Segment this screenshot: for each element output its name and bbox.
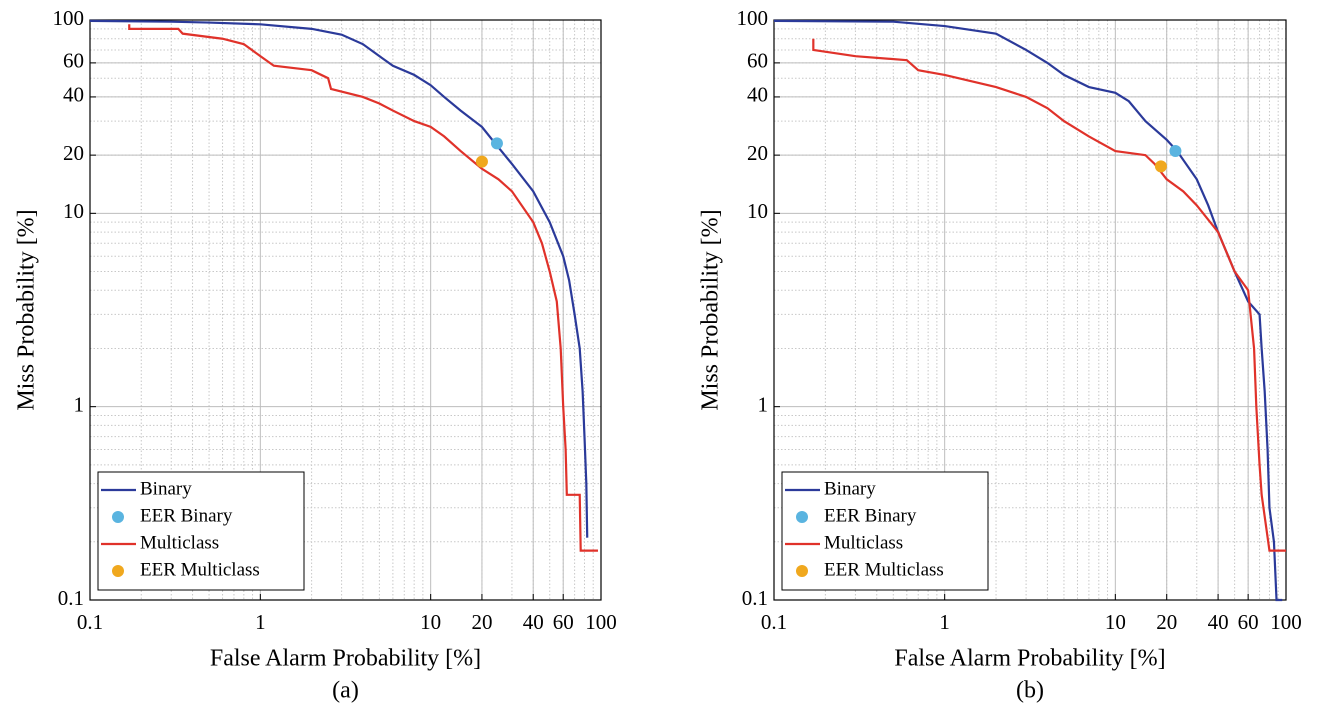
- x-tick-label: 10: [420, 610, 441, 634]
- x-tick-label: 0.1: [761, 610, 787, 634]
- x-tick-label: 60: [1238, 610, 1259, 634]
- legend-label: Binary: [824, 478, 876, 499]
- x-tick-label: 100: [585, 610, 617, 634]
- plot-frame: [89, 19, 602, 601]
- y-tick-label: 0.1: [742, 586, 768, 610]
- caption: (a): [332, 678, 359, 704]
- legend-label: EER Multiclass: [824, 559, 944, 580]
- x-tick-label: 1: [939, 610, 950, 634]
- series-line: [812, 38, 1286, 552]
- plot-frame: [773, 19, 1287, 601]
- x-tick-label: 10: [1105, 610, 1126, 634]
- legend-label: EER Multiclass: [140, 559, 260, 580]
- x-tick-label: 40: [523, 610, 544, 634]
- x-tick-label: 40: [1208, 610, 1229, 634]
- y-axis-label: Miss Probability [%]: [698, 209, 724, 410]
- eer-point: [475, 155, 488, 168]
- eer-point: [490, 137, 503, 150]
- y-tick-label: 10: [63, 199, 84, 223]
- legend-label: Binary: [140, 478, 192, 499]
- legend-swatch: [112, 511, 124, 523]
- y-tick-label: 40: [63, 83, 84, 107]
- legend-label: Multiclass: [824, 532, 903, 553]
- y-axis-label: Miss Probability [%]: [14, 209, 40, 410]
- x-axis-label: False Alarm Probability [%]: [210, 646, 481, 672]
- eer-point: [1169, 145, 1182, 158]
- legend-swatch: [112, 565, 124, 577]
- eer-point: [1154, 160, 1167, 173]
- x-axis-label: False Alarm Probability [%]: [894, 646, 1165, 672]
- plot: 0.1 1 10 20 40 60 100 0.1 1 10 20 40 60 100 Binary EER …: [698, 6, 1302, 704]
- y-tick-label: 60: [747, 49, 768, 73]
- legend-box: [97, 471, 305, 591]
- legend-box: [781, 471, 989, 591]
- y-tick-label: 20: [747, 141, 768, 165]
- legend-label: EER Binary: [140, 505, 233, 526]
- caption: (b): [1016, 678, 1044, 704]
- x-tick-label: 1: [255, 610, 266, 634]
- y-tick-label: 1: [74, 392, 85, 416]
- legend-label: EER Binary: [824, 505, 917, 526]
- y-tick-label: 100: [737, 6, 769, 30]
- plot: 0.1 1 10 20 40 60 100 0.1 1 10 20 40 60 100 Binary EER …: [14, 6, 617, 704]
- series-line: [128, 24, 598, 552]
- y-tick-label: 100: [53, 6, 85, 30]
- y-tick-label: 0.1: [58, 586, 84, 610]
- legend-label: Multiclass: [140, 532, 219, 553]
- y-tick-label: 20: [63, 141, 84, 165]
- y-tick-label: 10: [747, 199, 768, 223]
- y-tick-label: 40: [747, 83, 768, 107]
- x-tick-label: 100: [1270, 610, 1302, 634]
- x-tick-label: 0.1: [77, 610, 103, 634]
- legend-swatch: [796, 511, 808, 523]
- x-tick-label: 60: [553, 610, 574, 634]
- legend-swatch: [796, 565, 808, 577]
- series-line: [89, 19, 589, 538]
- y-tick-label: 1: [758, 392, 769, 416]
- series-line: [773, 19, 1283, 602]
- x-tick-label: 20: [1156, 610, 1177, 634]
- y-tick-label: 60: [63, 49, 84, 73]
- x-tick-label: 20: [471, 610, 492, 634]
